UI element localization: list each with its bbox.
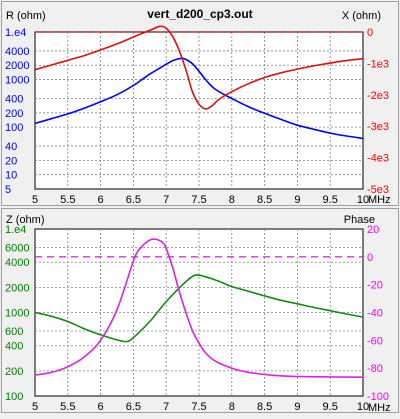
lower-right-axis-label: Phase: [344, 214, 375, 226]
upper-right-tick-label: -1e3: [367, 58, 389, 70]
lower-x-tick-label: 5.5: [60, 401, 75, 413]
upper-left-tick-label: 20: [5, 155, 17, 167]
lower-x-tick-label: 8: [229, 401, 235, 413]
lower-x-tick-label: 10: [357, 401, 369, 413]
upper-grid: [35, 31, 363, 189]
upper-left-tick-label: 1000: [5, 75, 29, 87]
upper-left-tick-label: 4000: [5, 46, 29, 58]
lower-left-tick-label: 1000: [5, 308, 29, 320]
lower-right-tick-label: -20: [367, 280, 383, 292]
lower-right-tick-label: -60: [367, 335, 383, 347]
upper-right-tick-label: -4e3: [367, 153, 389, 165]
lower-series-line-phase: [34, 238, 364, 378]
lower-right-tick-label: -100: [367, 391, 389, 403]
lower-right-tick-label: 20: [367, 224, 379, 236]
lower-x-tick-label: 9.5: [323, 401, 338, 413]
lower-left-axis-label: Z (ohm): [6, 214, 45, 226]
upper-x-tick-label: 5: [32, 194, 38, 206]
upper-x-tick-label: 9: [294, 194, 300, 206]
upper-left-tick-label: 100: [5, 122, 23, 134]
upper-left-tick-label: 200: [5, 108, 23, 120]
upper-x-tick-label: 6: [98, 194, 104, 206]
upper-left-tick-label: 40: [5, 141, 17, 153]
upper-x-tick-label: 10: [357, 194, 369, 206]
upper-right-tick-label: -3e3: [367, 121, 389, 133]
upper-x-tick-label: 7: [163, 194, 169, 206]
upper-right-tick-label: -5e3: [367, 184, 389, 196]
upper-x-unit-label: MHz: [368, 194, 391, 206]
lower-grid: [35, 229, 363, 396]
lower-left-tick-label: 4000: [5, 257, 29, 269]
lower-tick-labels: 5 5.5 6 6.5 7 7.5 8 8.5 9 9.5 101.e460004000200010…: [5, 224, 389, 413]
lower-right-tick-label: 0: [367, 252, 373, 264]
upper-series-line-x-ohm: [34, 25, 364, 110]
upper-right-axis-label: X (ohm): [342, 10, 381, 22]
upper-series-line-r-ohm: [34, 57, 364, 140]
upper-left-tick-label: 10: [5, 170, 17, 182]
lower-left-tick-label: 200: [5, 366, 23, 378]
lower-x-tick-label: 7: [163, 401, 169, 413]
upper-right-tick-label: 0: [367, 27, 373, 39]
lower-x-unit-label: MHz: [368, 402, 391, 414]
upper-right-tick-label: -2e3: [367, 90, 389, 102]
lower-left-tick-label: 600: [5, 326, 23, 338]
lower-left-tick-label: 100: [5, 391, 23, 403]
lower-right-tick-label: -80: [367, 363, 383, 375]
upper-x-tick-label: 5.5: [60, 194, 75, 206]
upper-left-tick-label: 5: [5, 184, 11, 196]
lower-x-tick-label: 7.5: [191, 401, 206, 413]
lower-x-tick-label: 8.5: [257, 401, 272, 413]
upper-x-tick-label: 7.5: [191, 194, 206, 206]
upper-left-axis-label: R (ohm): [6, 10, 46, 22]
upper-x-tick-label: 6.5: [126, 194, 141, 206]
lower-x-tick-label: 9: [294, 401, 300, 413]
lower-left-tick-label: 6000: [5, 243, 29, 255]
upper-tick-labels: 5 5.5 6 6.5 7 7.5 8 8.5 9 9.5 101.e440002000100040…: [5, 27, 389, 206]
upper-left-tick-label: 1.e4: [5, 27, 26, 39]
lower-panel-border: [1, 208, 399, 413]
upper-x-tick-label: 9.5: [323, 194, 338, 206]
upper-series-lines: [34, 25, 364, 140]
upper-x-tick-label: 8: [229, 194, 235, 206]
upper-x-tick-label: 8.5: [257, 194, 272, 206]
chart-title: vert_d200_cp3.out: [147, 7, 252, 21]
upper-left-tick-label: 400: [5, 93, 23, 105]
lower-left-tick-label: 1.e4: [5, 224, 26, 236]
lower-left-tick-label: 400: [5, 341, 23, 353]
lower-x-tick-label: 5: [32, 401, 38, 413]
lower-right-tick-label: -40: [367, 308, 383, 320]
lower-left-tick-label: 2000: [5, 282, 29, 294]
lower-x-tick-label: 6: [98, 401, 104, 413]
upper-left-tick-label: 2000: [5, 60, 29, 72]
lower-x-tick-label: 6.5: [126, 401, 141, 413]
lower-series-line-z-ohm: [34, 274, 364, 343]
upper-panel-border: [1, 1, 399, 206]
lower-series-lines: [34, 238, 364, 378]
